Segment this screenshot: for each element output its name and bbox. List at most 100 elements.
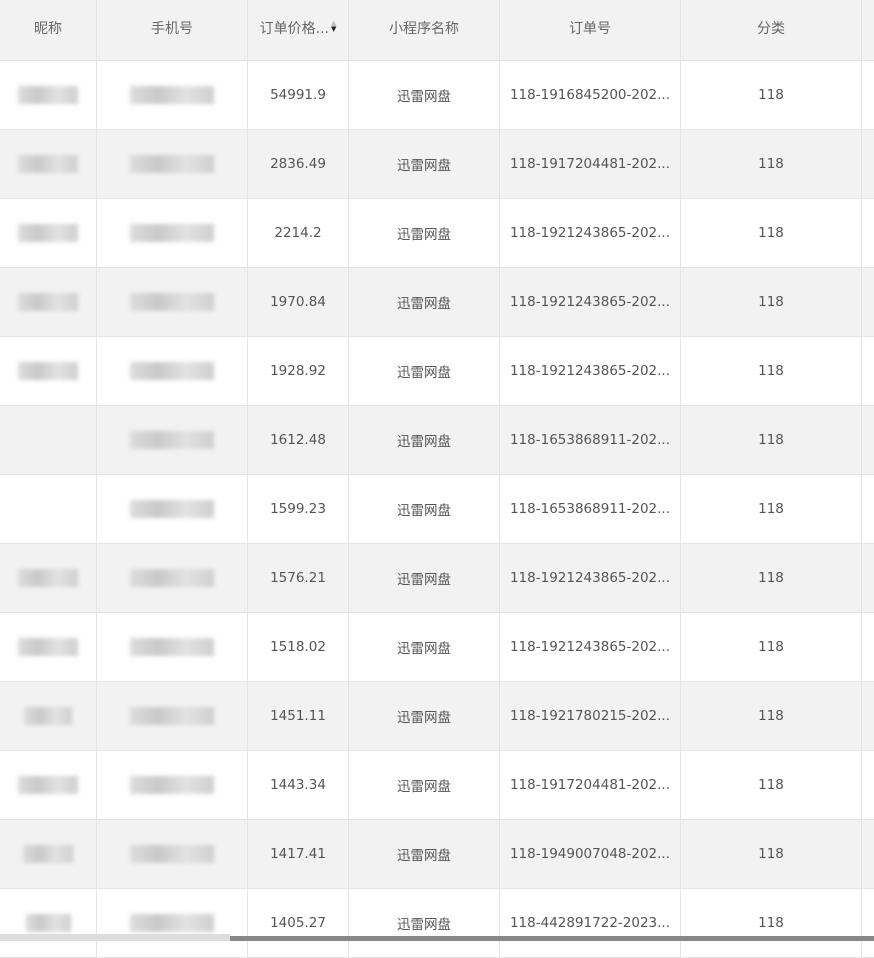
table-row[interactable]: 1443.34 迅雷网盘 118-1917204481-202... 118 bbox=[0, 751, 874, 820]
table-row[interactable]: 1970.84 迅雷网盘 118-1921243865-202... 118 bbox=[0, 268, 874, 337]
header-nickname[interactable]: 昵称 bbox=[0, 0, 97, 60]
price-cell: 2836.49 bbox=[248, 130, 349, 198]
category-cell: 118 bbox=[681, 337, 862, 405]
redacted-phone bbox=[130, 914, 214, 932]
redacted-nickname bbox=[18, 293, 78, 311]
table-row[interactable]: 1405.27 迅雷网盘 118-442891722-2023... 118 bbox=[0, 889, 874, 958]
extra-cell bbox=[862, 61, 874, 129]
header-category[interactable]: 分类 bbox=[681, 0, 862, 60]
table-row[interactable]: 54991.9 迅雷网盘 118-1916845200-202... 118 bbox=[0, 61, 874, 130]
category-cell: 118 bbox=[681, 475, 862, 543]
order-number-cell: 118-1921243865-202... bbox=[500, 613, 681, 681]
redacted-phone bbox=[130, 293, 214, 311]
app-name-cell: 迅雷网盘 bbox=[349, 820, 500, 888]
header-order-price[interactable]: 订单价格... ▲ ▼ bbox=[248, 0, 349, 60]
price-cell: 1417.41 bbox=[248, 820, 349, 888]
header-phone[interactable]: 手机号 bbox=[97, 0, 248, 60]
nickname-cell bbox=[0, 268, 97, 336]
order-number-cell: 118-1917204481-202... bbox=[500, 751, 681, 819]
price-cell: 1518.02 bbox=[248, 613, 349, 681]
table-row[interactable]: 1518.02 迅雷网盘 118-1921243865-202... 118 bbox=[0, 613, 874, 682]
table-row[interactable]: 1928.92 迅雷网盘 118-1921243865-202... 118 bbox=[0, 337, 874, 406]
horizontal-scrollbar-thumb[interactable] bbox=[0, 934, 230, 941]
nickname-cell bbox=[0, 820, 97, 888]
redacted-phone bbox=[130, 845, 214, 863]
table-row[interactable]: 2214.2 迅雷网盘 118-1921243865-202... 118 bbox=[0, 199, 874, 268]
app-name-cell: 迅雷网盘 bbox=[349, 682, 500, 750]
redacted-phone bbox=[130, 707, 214, 725]
extra-cell bbox=[862, 475, 874, 543]
phone-cell bbox=[97, 820, 248, 888]
table-row[interactable]: 1451.11 迅雷网盘 118-1921780215-202... 118 bbox=[0, 682, 874, 751]
app-name-cell: 迅雷网盘 bbox=[349, 751, 500, 819]
nickname-cell bbox=[0, 613, 97, 681]
app-name-cell: 迅雷网盘 bbox=[349, 544, 500, 612]
redacted-nickname bbox=[25, 914, 71, 932]
category-cell: 118 bbox=[681, 199, 862, 267]
table-row[interactable]: 1599.23 迅雷网盘 118-1653868911-202... 118 bbox=[0, 475, 874, 544]
sort-icon[interactable]: ▲ ▼ bbox=[330, 19, 337, 33]
phone-cell bbox=[97, 337, 248, 405]
order-number-cell: 118-1921780215-202... bbox=[500, 682, 681, 750]
phone-cell bbox=[97, 199, 248, 267]
horizontal-scrollbar-track[interactable] bbox=[0, 936, 874, 941]
nickname-cell bbox=[0, 61, 97, 129]
app-name-cell: 迅雷网盘 bbox=[349, 199, 500, 267]
order-number-cell: 118-1921243865-202... bbox=[500, 199, 681, 267]
price-cell: 1970.84 bbox=[248, 268, 349, 336]
category-cell: 118 bbox=[681, 613, 862, 681]
category-cell: 118 bbox=[681, 682, 862, 750]
redacted-nickname bbox=[24, 707, 72, 725]
order-number-cell: 118-1917204481-202... bbox=[500, 130, 681, 198]
app-name-cell: 迅雷网盘 bbox=[349, 337, 500, 405]
order-number-cell: 118-1916845200-202... bbox=[500, 61, 681, 129]
order-number-cell: 118-1921243865-202... bbox=[500, 268, 681, 336]
price-cell: 1443.34 bbox=[248, 751, 349, 819]
table-row[interactable]: 1417.41 迅雷网盘 118-1949007048-202... 118 bbox=[0, 820, 874, 889]
header-extra bbox=[862, 0, 874, 60]
phone-cell bbox=[97, 268, 248, 336]
redacted-phone bbox=[130, 776, 214, 794]
category-cell: 118 bbox=[681, 268, 862, 336]
extra-cell bbox=[862, 268, 874, 336]
table-header: 昵称 手机号 订单价格... ▲ ▼ 小程序名称 订单号 分类 bbox=[0, 0, 874, 61]
redacted-nickname bbox=[18, 638, 78, 656]
price-cell: 1928.92 bbox=[248, 337, 349, 405]
order-number-cell: 118-1921243865-202... bbox=[500, 337, 681, 405]
redacted-phone bbox=[130, 362, 214, 380]
order-number-cell: 118-1653868911-202... bbox=[500, 406, 681, 474]
phone-cell bbox=[97, 751, 248, 819]
table-row[interactable]: 1612.48 迅雷网盘 118-1653868911-202... 118 bbox=[0, 406, 874, 475]
extra-cell bbox=[862, 820, 874, 888]
category-cell: 118 bbox=[681, 544, 862, 612]
price-cell: 1612.48 bbox=[248, 406, 349, 474]
extra-cell bbox=[862, 337, 874, 405]
redacted-nickname bbox=[18, 155, 78, 173]
nickname-cell bbox=[0, 475, 97, 543]
nickname-cell bbox=[0, 682, 97, 750]
redacted-phone bbox=[130, 86, 214, 104]
nickname-cell bbox=[0, 337, 97, 405]
phone-cell bbox=[97, 475, 248, 543]
redacted-phone bbox=[130, 155, 214, 173]
category-cell: 118 bbox=[681, 406, 862, 474]
app-name-cell: 迅雷网盘 bbox=[349, 406, 500, 474]
table-row[interactable]: 1576.21 迅雷网盘 118-1921243865-202... 118 bbox=[0, 544, 874, 613]
price-cell: 1599.23 bbox=[248, 475, 349, 543]
app-name-cell: 迅雷网盘 bbox=[349, 613, 500, 681]
redacted-phone bbox=[130, 431, 214, 449]
price-cell: 1405.27 bbox=[248, 889, 349, 957]
header-app-name[interactable]: 小程序名称 bbox=[349, 0, 500, 60]
redacted-nickname bbox=[18, 776, 78, 794]
header-order-price-label: 订单价格... bbox=[259, 21, 329, 37]
redacted-phone bbox=[130, 569, 214, 587]
header-order-number[interactable]: 订单号 bbox=[500, 0, 681, 60]
order-number-cell: 118-1921243865-202... bbox=[500, 544, 681, 612]
extra-cell bbox=[862, 130, 874, 198]
price-cell: 2214.2 bbox=[248, 199, 349, 267]
redacted-nickname bbox=[18, 224, 78, 242]
table-row[interactable]: 2836.49 迅雷网盘 118-1917204481-202... 118 bbox=[0, 130, 874, 199]
redacted-phone bbox=[130, 224, 214, 242]
app-name-cell: 迅雷网盘 bbox=[349, 268, 500, 336]
